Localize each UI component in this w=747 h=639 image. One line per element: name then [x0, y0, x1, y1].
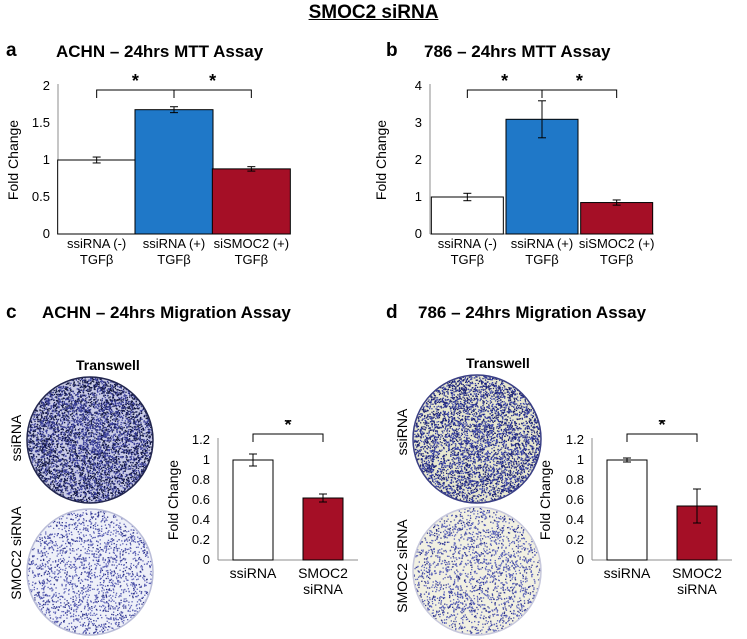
well-rim: [26, 508, 154, 636]
panel-a-significance-star: *: [132, 71, 139, 91]
panel-c-y-axis-label: Fold Change: [165, 460, 181, 540]
panel-d-transwell-header: Transwell: [466, 355, 530, 371]
panel-c-bar: [232, 459, 274, 561]
panel-b-category-label: siSMOC2 (+): [579, 236, 654, 251]
panel-c-category-label: ssiRNA: [230, 565, 277, 581]
panel-c-category-label: SMOC2: [298, 565, 348, 581]
panel-a-bar: [211, 168, 291, 235]
panel-d-letter: d: [386, 302, 398, 323]
well-cells: [27, 509, 153, 635]
panel-b-category-label: ssiRNA (+): [511, 236, 573, 251]
panel-b-category-label: ssiRNA (-): [438, 236, 497, 251]
panel-a-category-label: siSMOC2 (+): [214, 236, 289, 251]
well-rim: [412, 374, 542, 504]
panel-d-category-label: siRNA: [677, 581, 717, 597]
panel-a-significance-bracket: [96, 89, 175, 98]
panel-b-y-tick-label: 3: [415, 115, 422, 130]
well-rim: [26, 376, 154, 504]
panel-b-y-axis-label: Fold Change: [373, 120, 389, 200]
panel-a-y-tick-label: 1.5: [32, 115, 50, 130]
panel-d-row-label-smoc2: SMOC2 siRNA: [394, 519, 410, 613]
panel-d-transwell-image-smoc2: [412, 506, 542, 636]
panel-c-letter: c: [6, 302, 17, 323]
panel-b-y-tick-label: 4: [415, 78, 422, 93]
panel-c-y-tick-label: 0.6: [192, 492, 210, 507]
panel-a-bar: [57, 159, 137, 235]
panel-b-bar: [505, 118, 579, 235]
well-rim: [412, 506, 542, 636]
panel-d-y-tick-label: 0.8: [566, 472, 584, 487]
panel-a-y-tick-label: 2: [43, 78, 50, 93]
panel-d-chart: 0 0.2 0.4 0.6 0.8 1 1.2 Fold Change ssiRNA SMOC2s…: [537, 420, 732, 597]
panel-b-category-label: TGFβ: [525, 252, 558, 267]
panel-d-y-tick-label: 0.2: [566, 532, 584, 547]
panel-c-bar: [302, 497, 344, 561]
panel-a-y-tick-label: 0.5: [32, 189, 50, 204]
panel-c-y-tick-label: 0.4: [192, 512, 210, 527]
panel-b-y-tick-label: 0: [415, 226, 422, 241]
panel-b-letter: b: [386, 40, 398, 61]
panel-b-category-label: TGFβ: [600, 252, 633, 267]
panel-d-y-tick-label: 0.6: [566, 492, 584, 507]
panel-d-title: 786 – 24hrs Migration Assay: [418, 303, 647, 322]
panel-c-category-label: siRNA: [303, 581, 343, 597]
panel-c-title: ACHN – 24hrs Migration Assay: [42, 303, 291, 322]
panel-a-category-label: TGFβ: [235, 252, 268, 267]
panel-a-title: ACHN – 24hrs MTT Assay: [56, 42, 264, 61]
panel-a-category-label: TGFβ: [157, 252, 190, 267]
panel-a-significance-bracket: [173, 89, 252, 98]
panel-d-y-tick-label: 1.2: [566, 432, 584, 447]
panel-b-bar: [430, 196, 504, 235]
panel-c-row-label-ssirna: ssiRNA: [8, 414, 24, 462]
panel-c-y-tick-label: 1: [203, 452, 210, 467]
panel-a-y-axis-label: Fold Change: [5, 120, 21, 200]
panel-d-category-label: SMOC2: [672, 565, 722, 581]
panel-c-significance-bracket: [252, 433, 324, 442]
panel-d-transwell-image-ssirna: [412, 374, 542, 504]
panel-a-category-label: TGFβ: [80, 252, 113, 267]
panel-b-significance-star: *: [576, 71, 583, 91]
panel-d-significance-star: *: [658, 420, 665, 435]
panel-a-letter: a: [6, 40, 17, 61]
panel-b-bar: [580, 202, 654, 235]
panel-d-bar: [606, 459, 648, 561]
panel-b-category-label: TGFβ: [451, 252, 484, 267]
panel-a-bar: [134, 109, 214, 235]
panel-a-category-label: ssiRNA (-): [67, 236, 126, 251]
panel-b-significance-bracket: [466, 89, 543, 98]
panel-d-y-tick-label: 0.4: [566, 512, 584, 527]
panel-b-title: 786 – 24hrs MTT Assay: [424, 42, 611, 61]
panel-a-y-tick-label: 1: [43, 152, 50, 167]
panel-d-significance-bracket: [626, 433, 698, 442]
panel-c-y-tick-label: 0.2: [192, 532, 210, 547]
panel-a-category-label: ssiRNA (+): [143, 236, 205, 251]
panel-a-y-tick-label: 0: [43, 226, 50, 241]
panel-c-y-tick-label: 1.2: [192, 432, 210, 447]
panel-d-y-tick-label: 1: [577, 452, 584, 467]
panel-a-significance-star: *: [209, 71, 216, 91]
panel-c-row-label-smoc2: SMOC2 siRNA: [8, 506, 24, 600]
panel-b-significance-star: *: [501, 71, 508, 91]
panel-b-y-tick-label: 2: [415, 152, 422, 167]
panel-c-y-tick-label: 0.8: [192, 472, 210, 487]
figure-title: SMOC2 siRNA: [308, 2, 439, 23]
panel-c-transwell-image-smoc2: [26, 508, 154, 636]
panel-b-significance-bracket: [541, 89, 618, 98]
well-cells: [413, 375, 541, 503]
panel-c-transwell-header: Transwell: [76, 357, 140, 373]
panel-d-row-label-ssirna: ssiRNA: [394, 408, 410, 456]
well-cells: [27, 377, 153, 503]
panel-b-y-tick-label: 1: [415, 189, 422, 204]
panel-d-y-axis-label: Fold Change: [537, 460, 553, 540]
panel-c-transwell-image-ssirna: [26, 376, 154, 504]
panel-c-chart: 0 0.2 0.4 0.6 0.8 1 1.2 Fold Change ssiRNA SMOC2s…: [165, 420, 358, 597]
well-cells: [413, 507, 541, 635]
panel-c-y-tick-label: 0: [203, 552, 210, 567]
panel-d-category-label: ssiRNA: [604, 565, 651, 581]
panel-d-y-tick-label: 0: [577, 552, 584, 567]
panel-c-significance-star: *: [284, 420, 291, 435]
